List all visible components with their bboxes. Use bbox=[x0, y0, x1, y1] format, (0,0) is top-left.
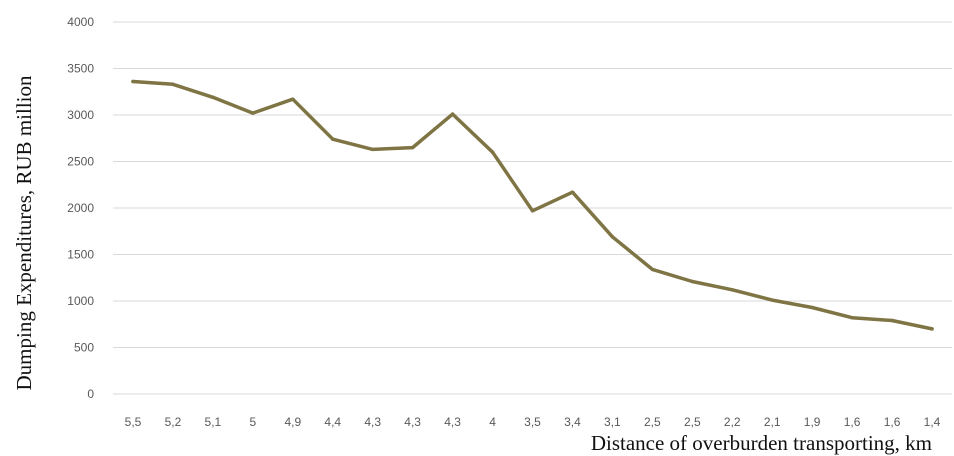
data-point bbox=[211, 95, 215, 100]
x-tick-label: 5 bbox=[250, 415, 257, 429]
data-point bbox=[490, 150, 495, 154]
series-line bbox=[131, 79, 934, 331]
data-point bbox=[131, 79, 135, 84]
y-tick-label: 3500 bbox=[67, 62, 94, 76]
x-tick-label: 4,4 bbox=[324, 415, 341, 429]
data-point bbox=[530, 209, 535, 213]
data-point bbox=[450, 112, 455, 116]
x-tick-label: 4,3 bbox=[444, 415, 461, 429]
x-tick-label: 5,2 bbox=[165, 415, 182, 429]
data-point bbox=[251, 111, 255, 115]
x-tick-label: 3,4 bbox=[564, 415, 581, 429]
x-tick-labels: 5,5 5,2 5,1 5 4,9 4,4 4,3 4,3 4,3 4 3,5 3,4 3,1 2,5 2,… bbox=[125, 415, 941, 429]
y-tick-label: 2500 bbox=[67, 155, 94, 169]
data-point bbox=[770, 298, 774, 302]
y-tick-label: 0 bbox=[87, 387, 94, 401]
x-tick-label: 1,6 bbox=[844, 415, 861, 429]
x-tick-label: 2,5 bbox=[684, 415, 701, 429]
y-tick-label: 1500 bbox=[67, 248, 94, 262]
y-tick-label: 2000 bbox=[67, 201, 94, 215]
y-tick-label: 1000 bbox=[67, 294, 94, 308]
y-axis-title: Dumping Expenditures, RUB million bbox=[12, 75, 36, 390]
x-tick-label: 2,5 bbox=[644, 415, 661, 429]
data-point bbox=[570, 190, 575, 194]
y-tick-labels: 0 500 1000 1500 2000 2500 3000 3500 4000 bbox=[67, 15, 94, 401]
data-point bbox=[610, 235, 615, 239]
data-point bbox=[291, 97, 295, 101]
data-point bbox=[850, 315, 854, 320]
x-tick-label: 5,5 bbox=[125, 415, 142, 429]
data-point bbox=[890, 318, 894, 323]
x-tick-label: 1,4 bbox=[924, 415, 941, 429]
x-tick-label: 2,2 bbox=[724, 415, 741, 429]
series-group bbox=[131, 79, 934, 331]
x-tick-label: 4,9 bbox=[284, 415, 301, 429]
data-point bbox=[810, 305, 814, 310]
data-point bbox=[410, 145, 415, 150]
x-tick-label: 5,1 bbox=[205, 415, 222, 429]
data-point bbox=[650, 267, 655, 272]
x-tick-label: 4,3 bbox=[404, 415, 421, 429]
x-tick-label: 1,6 bbox=[884, 415, 901, 429]
data-point bbox=[930, 327, 934, 331]
x-tick-label: 3,1 bbox=[604, 415, 621, 429]
y-tick-label: 4000 bbox=[67, 15, 94, 29]
x-tick-label: 4,3 bbox=[364, 415, 381, 429]
x-tick-label: 2,1 bbox=[764, 415, 781, 429]
data-point bbox=[370, 147, 375, 152]
data-point bbox=[690, 279, 695, 284]
x-tick-label: 3,5 bbox=[524, 415, 541, 429]
x-tick-label: 1,9 bbox=[804, 415, 821, 429]
x-tick-label: 4 bbox=[489, 415, 496, 429]
data-point bbox=[331, 137, 335, 141]
data-point bbox=[730, 288, 734, 292]
x-axis-title: Distance of overburden transporting, km bbox=[591, 431, 932, 455]
y-tick-label: 500 bbox=[74, 341, 94, 355]
data-point bbox=[171, 82, 175, 87]
y-tick-label: 3000 bbox=[67, 108, 94, 122]
